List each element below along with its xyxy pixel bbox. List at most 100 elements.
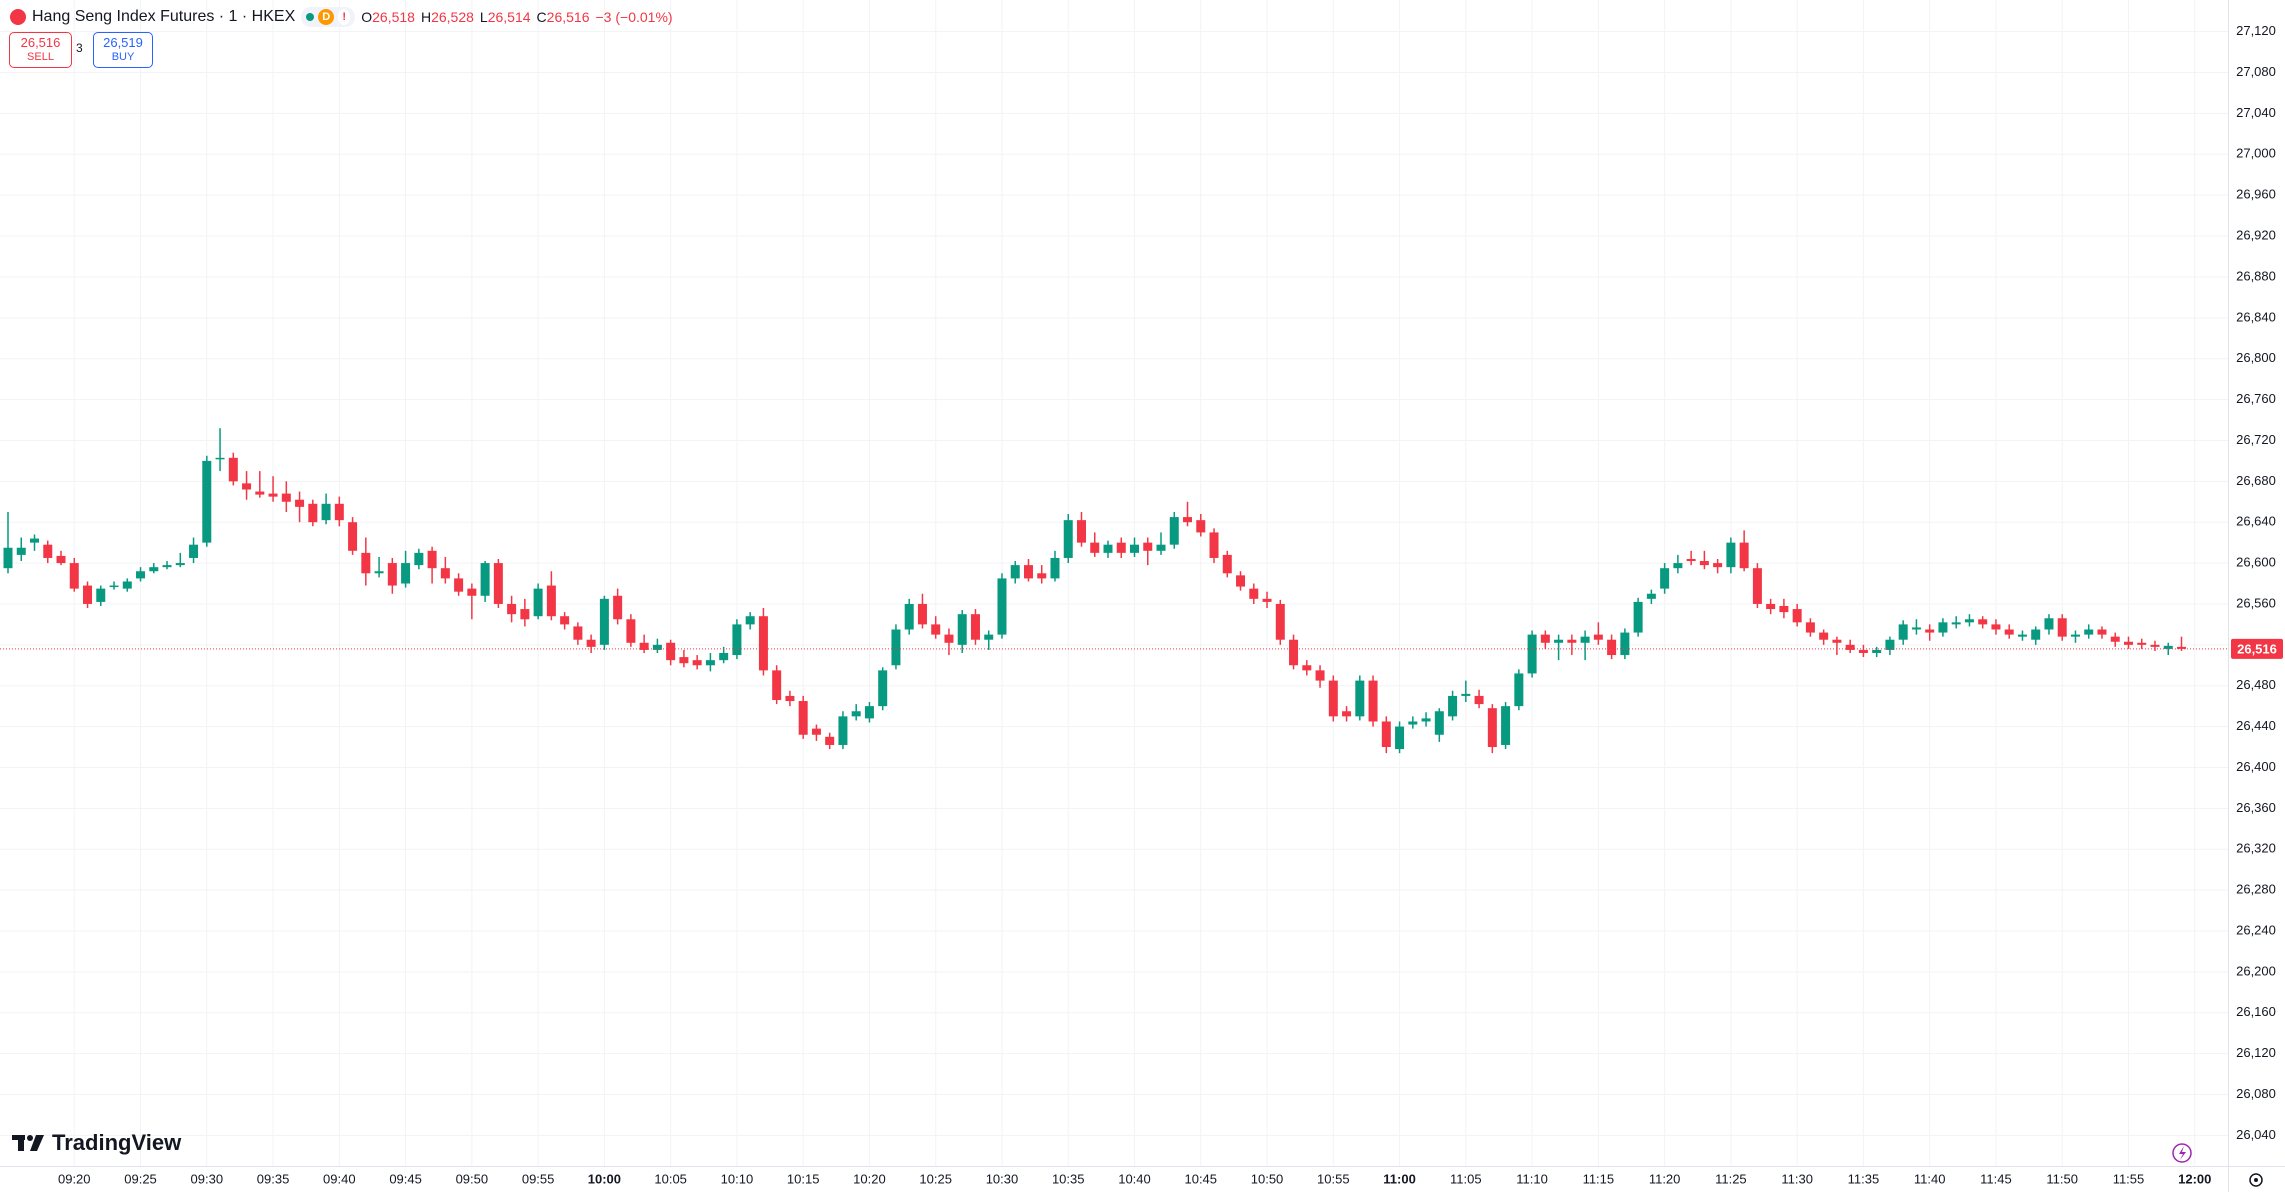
candle-body: [374, 571, 384, 574]
candle-body: [348, 522, 358, 551]
y-tick-label: 26,320: [2236, 841, 2276, 856]
candle-body: [361, 552, 371, 574]
y-tick-label: 26,840: [2236, 309, 2276, 324]
y-tick-label: 26,680: [2236, 473, 2276, 488]
candle-body: [546, 585, 556, 617]
candle-body: [1646, 593, 1656, 599]
candle-body: [189, 544, 199, 558]
chart-header: Hang Seng Index Futures · 1 · HKEX D ! O…: [10, 5, 673, 29]
y-tick-label: 26,600: [2236, 555, 2276, 570]
candle-body: [1090, 542, 1100, 553]
candle-body: [1037, 573, 1047, 579]
y-tick-label: 26,160: [2236, 1004, 2276, 1019]
candle-body: [56, 555, 66, 564]
candle-body: [1554, 639, 1564, 643]
candle-body: [745, 616, 755, 625]
candle-body: [255, 491, 265, 495]
candle-body: [1262, 598, 1272, 602]
candle-body: [268, 493, 278, 497]
candle-body: [1792, 609, 1802, 623]
candle-body: [30, 538, 40, 543]
candle-body: [2110, 636, 2120, 642]
candle-body: [507, 603, 517, 615]
legend-label: L: [479, 9, 488, 25]
candle-body: [984, 634, 994, 640]
x-tick-label: 10:15: [787, 1171, 820, 1186]
candle-body: [2137, 642, 2147, 645]
x-tick-label: 10:55: [1317, 1171, 1350, 1186]
candle-body: [387, 563, 397, 586]
candle-body: [69, 563, 79, 589]
candle-body: [1885, 639, 1895, 650]
candle-body: [1448, 695, 1458, 717]
candle-body: [1951, 622, 1961, 625]
x-tick-label: 10:30: [986, 1171, 1019, 1186]
buy-button[interactable]: 26,519 BUY: [93, 32, 153, 68]
candle-body: [758, 616, 768, 671]
candle-body: [2097, 629, 2107, 635]
candle-body: [2057, 618, 2067, 637]
candle-body: [401, 563, 411, 584]
settings-icon: [2249, 1173, 2263, 1187]
y-tick-label: 26,800: [2236, 350, 2276, 365]
sell-button[interactable]: 26,516 SELL: [9, 32, 72, 68]
x-tick-label: 10:25: [919, 1171, 952, 1186]
candle-body: [1050, 557, 1060, 579]
candle-body: [1633, 601, 1643, 633]
spread: 3: [76, 41, 83, 55]
candle-body: [785, 695, 795, 702]
candle-body: [1925, 629, 1935, 633]
status-pill[interactable]: D !: [301, 7, 356, 27]
last-price-label: 26,516: [2237, 641, 2277, 656]
legend-label: C: [536, 9, 547, 25]
candle-body: [1819, 632, 1829, 640]
candle-body: [493, 563, 503, 604]
candle-body: [1858, 649, 1868, 654]
candle-body: [149, 567, 159, 572]
y-tick-label: 26,200: [2236, 963, 2276, 978]
candle-body: [891, 629, 901, 666]
x-tick-label: 12:00: [2178, 1171, 2211, 1186]
candle-body: [1236, 575, 1246, 587]
candle-body: [1289, 639, 1299, 666]
candle-body: [1898, 624, 1908, 640]
y-tick-label: 26,040: [2236, 1127, 2276, 1142]
candle-body: [692, 660, 702, 666]
candle-body: [825, 736, 835, 745]
y-tick-label: 26,240: [2236, 922, 2276, 937]
chart-title[interactable]: Hang Seng Index Futures · 1 · HKEX: [32, 8, 296, 25]
candle-body: [1183, 517, 1193, 523]
candle-body: [1501, 706, 1511, 745]
candle-body: [851, 711, 861, 717]
candle-body: [1010, 565, 1020, 579]
symbol-logo: [10, 9, 26, 25]
candle-body: [321, 503, 331, 521]
brand[interactable]: TradingView: [12, 1130, 181, 1156]
y-tick-label: 27,040: [2236, 105, 2276, 120]
candle-body: [1474, 695, 1484, 705]
last-price-box: [2231, 638, 2283, 659]
candle-body: [917, 603, 927, 625]
candle-body: [931, 624, 941, 635]
candle-body: [1023, 565, 1033, 579]
candle-body: [1368, 680, 1378, 722]
candle-body: [1342, 711, 1352, 717]
candle-body: [533, 588, 543, 617]
x-tick-label: 11:00: [1383, 1171, 1416, 1186]
candle-body: [599, 598, 609, 645]
legend-item: O26,518: [361, 9, 415, 25]
x-tick-label: 10:40: [1118, 1171, 1151, 1186]
candle-body: [1766, 603, 1776, 610]
candle-body: [281, 493, 291, 502]
candle-body: [798, 701, 808, 735]
candle-body: [1514, 673, 1524, 707]
candle-body: [970, 614, 980, 640]
candle-body: [228, 457, 238, 482]
candle-body: [295, 499, 305, 507]
candle-body: [1699, 561, 1709, 566]
candle-body: [1116, 542, 1126, 553]
candle-body: [1130, 544, 1140, 553]
candle-body: [666, 642, 676, 661]
x-tick-label: 11:30: [1781, 1171, 1813, 1186]
candle-body: [838, 716, 848, 745]
